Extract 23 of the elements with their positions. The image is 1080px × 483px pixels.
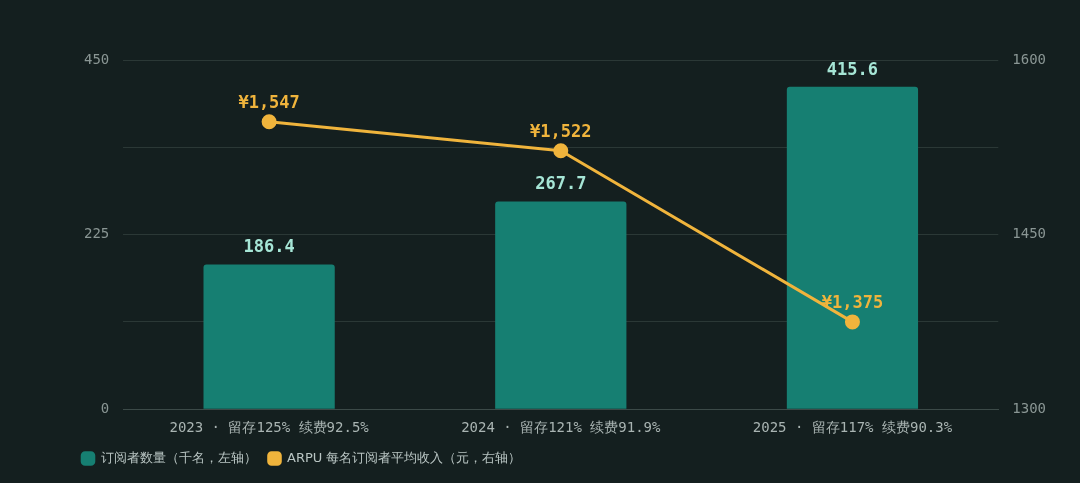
- legend-label: 订阅者数量（千名，左轴）: [100, 449, 257, 465]
- data-label: 267.7: [535, 173, 587, 194]
- y-tick-label: 450: [83, 50, 110, 67]
- bar: [786, 86, 919, 409]
- bar: [203, 264, 335, 409]
- data-label: 186.4: [243, 236, 295, 257]
- point: [553, 143, 569, 159]
- y2-tick-label: 1600: [1012, 50, 1046, 67]
- point: [844, 314, 860, 330]
- y-tick-label: 0: [100, 399, 110, 416]
- x-tick-label: 2024 · 留存121% 续费91.9%: [461, 419, 661, 436]
- data-label: ¥1,375: [821, 291, 884, 312]
- x-tick-label: 2025 · 留存117% 续费90.3%: [752, 419, 953, 436]
- y-tick-label: 225: [83, 225, 110, 242]
- data-label: ¥1,547: [238, 91, 300, 112]
- data-label: ¥1,522: [530, 120, 592, 141]
- legend-label: ARPU 每名订阅者平均收入（元，右轴）: [287, 449, 522, 465]
- y2-tick-label: 1300: [1012, 399, 1046, 416]
- bar: [495, 201, 627, 409]
- x-tick-label: 2023 · 留存125% 续费92.5%: [169, 419, 370, 436]
- data-label: 415.6: [826, 58, 879, 79]
- point: [261, 114, 277, 130]
- y2-tick-label: 1450: [1012, 225, 1046, 242]
